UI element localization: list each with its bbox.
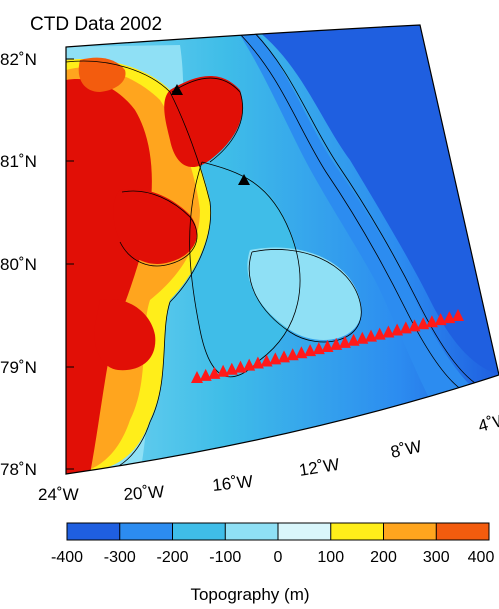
land-orange-ridge: [78, 57, 126, 92]
ctd-station-marker: [373, 327, 386, 340]
latitude-ticks: [66, 58, 74, 470]
colorbar-swatch: [225, 523, 279, 540]
colorbar: -400 -300 -200 -100 0 100 200 300 400: [51, 522, 495, 566]
lon-label-8w: 8˚W: [389, 437, 423, 462]
ctd-station-marker: [243, 358, 256, 371]
colorbar-swatch: [172, 523, 226, 540]
ctd-station-marker: [321, 340, 334, 352]
ctd-station-marker: [225, 362, 238, 375]
contour-lines: [66, 27, 476, 474]
ctd-station-marker: [382, 325, 395, 338]
land-red-north: [164, 76, 243, 168]
land-red-south: [94, 299, 156, 371]
ctd-transect: [191, 309, 464, 383]
ctd-station-marker: [286, 348, 299, 361]
ctd-station-marker: [278, 350, 290, 363]
station-marker: [171, 84, 183, 95]
ctd-station-marker: [208, 366, 221, 379]
ctd-station-marker: [443, 311, 456, 324]
lon-label-24w: 24˚W: [38, 485, 79, 504]
colorbar-swatch: [436, 523, 490, 540]
colorbar-swatch: [278, 523, 332, 540]
lon-label-16w: 16˚W: [211, 472, 253, 495]
ctd-station-marker: [425, 315, 438, 328]
colorbar-tick-label: 200: [370, 549, 397, 566]
ctd-station-marker: [356, 331, 369, 344]
lat-label-80: 80˚N: [0, 255, 37, 274]
ctd-station-marker: [269, 352, 282, 365]
map-frame: [65, 24, 499, 475]
ctd-station-marker: [365, 329, 377, 342]
colorbar-swatch: [330, 523, 384, 540]
ctd-station-marker: [199, 368, 212, 381]
deep-ocean: [250, 25, 499, 375]
lon-label-12w: 12˚W: [298, 455, 341, 480]
colorbar-tick-label: 400: [468, 549, 495, 566]
colorbar-swatch: [119, 523, 173, 540]
lat-label-79: 79˚N: [0, 358, 37, 377]
shelf-patch: [247, 247, 362, 340]
ctd-station-marker: [399, 321, 412, 334]
lat-label-82: 82˚N: [0, 50, 37, 69]
colorbar-title: Topography (m): [190, 585, 309, 604]
lon-label-20w: 20˚W: [123, 482, 165, 504]
map-title: CTD Data 2002: [30, 14, 162, 35]
ctd-station-marker: [251, 356, 264, 369]
ctd-station-marker: [408, 319, 421, 332]
ctd-station-marker: [312, 342, 325, 355]
colorbar-tick-label: -100: [209, 549, 241, 566]
colorbar-tick-label: -200: [156, 549, 188, 566]
colorbar-tick-label: -300: [104, 549, 136, 566]
lon-label-4w: 4˚W: [476, 409, 499, 435]
colorbar-swatch: [67, 523, 121, 540]
ctd-station-marker: [191, 371, 203, 383]
ctd-station-marker: [295, 346, 308, 359]
ctd-station-marker: [417, 317, 430, 330]
ctd-station-marker: [391, 323, 404, 336]
land-red-west: [66, 79, 152, 474]
lat-label-81: 81˚N: [0, 152, 37, 171]
land-red-peninsula: [113, 189, 198, 264]
ctd-station-marker: [347, 333, 360, 346]
colorbar-tick-label: 0: [274, 549, 283, 566]
colorbar-tick-label: 300: [423, 549, 450, 566]
ctd-station-marker: [304, 344, 317, 357]
ctd-station-marker: [217, 364, 230, 377]
ctd-station-marker: [338, 335, 351, 348]
ctd-station-marker: [260, 354, 273, 367]
ctd-station-marker: [434, 313, 447, 326]
colorbar-tick-label: -400: [51, 549, 83, 566]
shelf-patch: [188, 160, 300, 377]
colorbar-tick-label: 100: [317, 549, 344, 566]
shelf-slope: [240, 25, 470, 400]
colorbar-swatch: [383, 523, 437, 540]
ctd-station-marker: [330, 337, 343, 350]
lat-label-78: 78˚N: [0, 460, 37, 479]
station-marker: [238, 174, 250, 185]
ctd-station-marker: [452, 309, 464, 321]
ctd-station-marker: [234, 360, 247, 373]
